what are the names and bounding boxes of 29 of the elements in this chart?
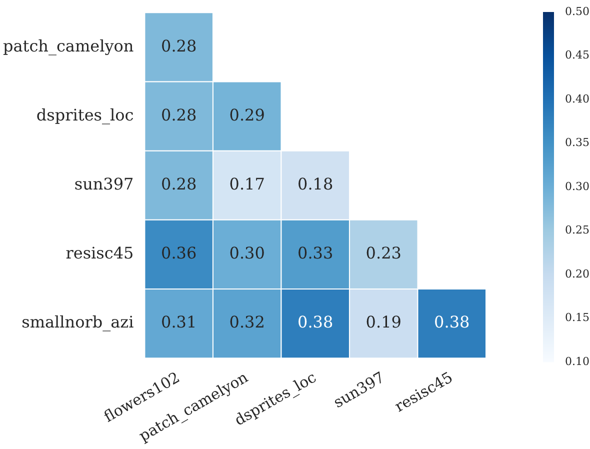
data-label: 0.30 <box>229 244 265 263</box>
color-bar-label: 0.40 <box>565 92 590 106</box>
color-bar-label: 0.20 <box>565 267 590 280</box>
color-bar-label: 0.30 <box>565 180 590 193</box>
data-label: 0.23 <box>366 244 402 263</box>
data-label: 0.32 <box>229 312 265 332</box>
data-label: 0.29 <box>229 105 265 124</box>
data-label: 0.31 <box>161 312 197 332</box>
color-bar-label: 0.35 <box>565 136 590 150</box>
y-tick-label: patch_camelyon <box>2 36 134 56</box>
color-bar-label: 0.50 <box>565 4 590 18</box>
data-label: 0.19 <box>366 312 402 332</box>
data-label: 0.38 <box>298 312 334 332</box>
y-tick-label: smallnorb_azi <box>22 312 134 332</box>
data-label: 0.28 <box>161 174 197 194</box>
data-label: 0.28 <box>161 36 197 56</box>
color-bar-label: 0.25 <box>565 224 590 237</box>
data-label: 0.36 <box>161 244 197 263</box>
data-label: 0.33 <box>298 244 334 263</box>
data-label: 0.38 <box>434 312 470 332</box>
data-label: 0.28 <box>161 105 197 124</box>
color-bar-label: 0.15 <box>565 311 590 324</box>
data-label: 0.18 <box>298 174 334 194</box>
data-label: 0.17 <box>229 174 265 194</box>
y-tick-label: sun397 <box>74 174 134 194</box>
color-bar-label: 0.45 <box>565 48 590 62</box>
y-tick-label: dsprites_loc <box>36 105 134 124</box>
y-tick-label: resisc45 <box>66 244 134 263</box>
color-bar-label: 0.10 <box>565 354 590 368</box>
